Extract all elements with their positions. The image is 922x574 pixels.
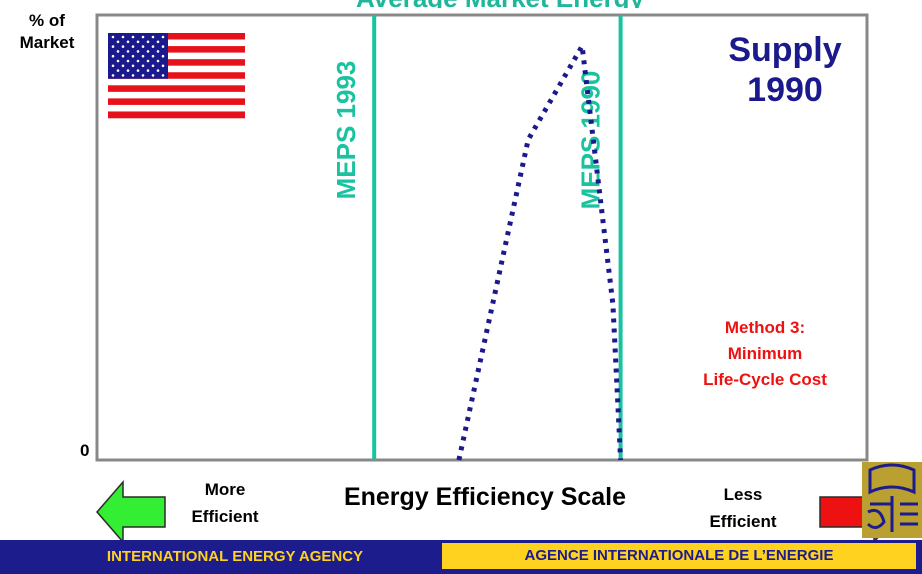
more-efficient-line2: Efficient	[191, 507, 259, 526]
flag-star	[151, 35, 155, 39]
flag-star	[161, 64, 165, 68]
flag-star	[116, 59, 120, 63]
supply-year-label: 1990	[747, 71, 823, 109]
flag-star	[111, 74, 115, 77]
flag-stripe	[108, 98, 245, 106]
method-line-1: Method 3:	[724, 318, 806, 337]
flag-stripe	[108, 33, 245, 40]
more-efficient-line1: More	[204, 480, 246, 499]
flag-star	[156, 50, 160, 53]
flag-star	[136, 40, 140, 44]
flag-star	[146, 69, 150, 72]
flag-star	[116, 69, 120, 72]
flag-star	[136, 59, 140, 63]
flag-canton	[108, 33, 168, 79]
meps-1993-label: MEPS 1993	[331, 61, 361, 200]
flag-star	[121, 54, 125, 58]
flag-star	[136, 69, 140, 72]
flag-star	[121, 45, 125, 48]
flag-star	[141, 74, 145, 77]
flag-star	[151, 74, 155, 77]
flag-star	[116, 50, 120, 53]
flag-star	[131, 35, 135, 39]
left-arrow-icon	[96, 479, 166, 545]
flag-star	[161, 54, 165, 58]
footer-left-text: INTERNATIONAL ENERGY AGENCY	[106, 548, 364, 565]
flag-star	[111, 54, 115, 58]
flag-star	[151, 54, 155, 58]
flag-star	[141, 45, 145, 48]
flag-stripe	[108, 91, 245, 99]
less-efficient-line2: Efficient	[709, 512, 777, 531]
flag-star	[121, 64, 125, 68]
flag-star	[131, 74, 135, 77]
flag-star	[111, 35, 115, 39]
flag-star	[111, 45, 115, 48]
flag-star	[121, 74, 125, 77]
flag-stripe	[108, 78, 245, 86]
flag-stripe	[108, 46, 245, 53]
y-axis-label-line2: Market	[19, 33, 75, 52]
y-axis-label-line1: % of	[29, 11, 65, 30]
flag-star	[126, 50, 130, 53]
flag-star	[141, 54, 145, 58]
y-axis-label: % of Market	[2, 10, 92, 54]
x-axis-label: Energy Efficiency Scale	[343, 483, 627, 511]
us-flag-icon	[108, 33, 245, 119]
flag-star	[131, 54, 135, 58]
flag-star	[141, 64, 145, 68]
flag-stripe	[108, 111, 245, 119]
series-annotation: Supply 1990	[700, 30, 870, 110]
flag-star	[126, 40, 130, 44]
method-line-3: Life-Cycle Cost	[703, 370, 827, 389]
flag-stripe	[108, 65, 245, 73]
flag-star	[121, 35, 125, 39]
method-annotation: Method 3: Minimum Life-Cycle Cost	[660, 315, 870, 393]
less-efficient-label: Less Efficient	[688, 481, 798, 535]
chart-title: Average Market Energy	[200, 0, 800, 8]
flag-star	[116, 40, 120, 44]
flag-star	[156, 40, 160, 44]
flag-star	[161, 74, 165, 77]
flag-star	[131, 64, 135, 68]
flag-stripe	[108, 72, 245, 80]
flag-star	[146, 59, 150, 63]
iea-logo-icon	[862, 462, 922, 538]
flag-stripe	[108, 52, 245, 60]
flag-stripe	[108, 59, 245, 66]
flag-star	[146, 40, 150, 44]
flag-star	[141, 35, 145, 39]
flag-star	[146, 50, 150, 53]
flag-stripe	[108, 85, 245, 93]
flag-stripe	[108, 39, 245, 47]
flag-star	[161, 45, 165, 48]
flag-star	[156, 69, 160, 72]
flag-star	[136, 50, 140, 53]
footer-right-text: AGENCE INTERNATIONALE DE L’ENERGIE	[442, 543, 916, 569]
flag-star	[156, 59, 160, 63]
flag-stripe	[108, 104, 245, 112]
less-efficient-line1: Less	[723, 485, 763, 504]
flag-star	[151, 64, 155, 68]
flag-star	[111, 64, 115, 68]
more-efficient-label: More Efficient	[165, 476, 285, 530]
flag-star	[151, 45, 155, 48]
flag-star	[126, 59, 130, 63]
supply-label: Supply	[728, 31, 842, 69]
y-axis-zero-tick: 0	[80, 441, 90, 460]
flag-star	[131, 45, 135, 48]
method-line-2: Minimum	[727, 344, 803, 363]
flag-star	[161, 35, 165, 39]
flag-star	[126, 69, 130, 72]
meps-1990-label: MEPS 1990	[576, 71, 606, 210]
